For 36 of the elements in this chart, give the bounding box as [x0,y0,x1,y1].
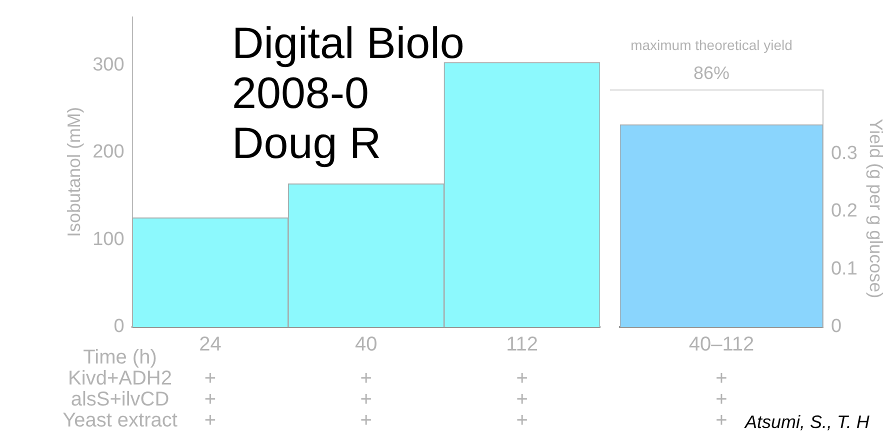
annotation: Doug R [232,119,382,168]
y-tick-label: 100 [92,228,124,250]
x-tick-label: 112 [506,334,538,356]
x-tick-label: 24 [199,334,222,356]
text: + [516,410,528,432]
y2-tick-label: 0 [830,316,842,338]
text: Yeast extract [62,410,178,432]
text: + [360,368,372,390]
text: + [716,410,728,432]
x-axis-title: Time (h) [83,346,157,369]
y2-tick-label: 0.3 [830,142,858,164]
text: + [360,410,372,432]
ref-line-label: maximum theoretical yield [630,36,792,53]
text: + [516,388,528,411]
text: Kivd+ADH2 [68,368,172,390]
text: + [716,368,728,390]
text: + [360,388,372,411]
y2-tick-label: 0.1 [830,258,858,280]
annotation: 2008-0 [232,69,370,118]
text: + [204,388,216,411]
y-tick-label: 300 [92,54,124,76]
y-axis-title: Isobutanol (mM) [64,106,84,238]
text: + [716,388,728,411]
annotation: Digital Biolo [232,19,464,68]
x-tick-label: 40–112 [688,334,754,356]
text: + [516,368,528,390]
x-tick-label: 40 [355,334,378,356]
text: + [204,410,216,432]
y2-tick-label: 0.2 [830,200,858,222]
text: Atsumi, S., T. H [745,412,870,432]
text: 86% [693,62,730,83]
text: alsS+ilvCD [70,388,170,411]
y-tick-label: 0 [114,316,124,338]
text: + [204,368,216,390]
y2-axis-title: Yield (g per g glucose) [866,118,886,298]
y-tick-label: 200 [92,142,124,163]
